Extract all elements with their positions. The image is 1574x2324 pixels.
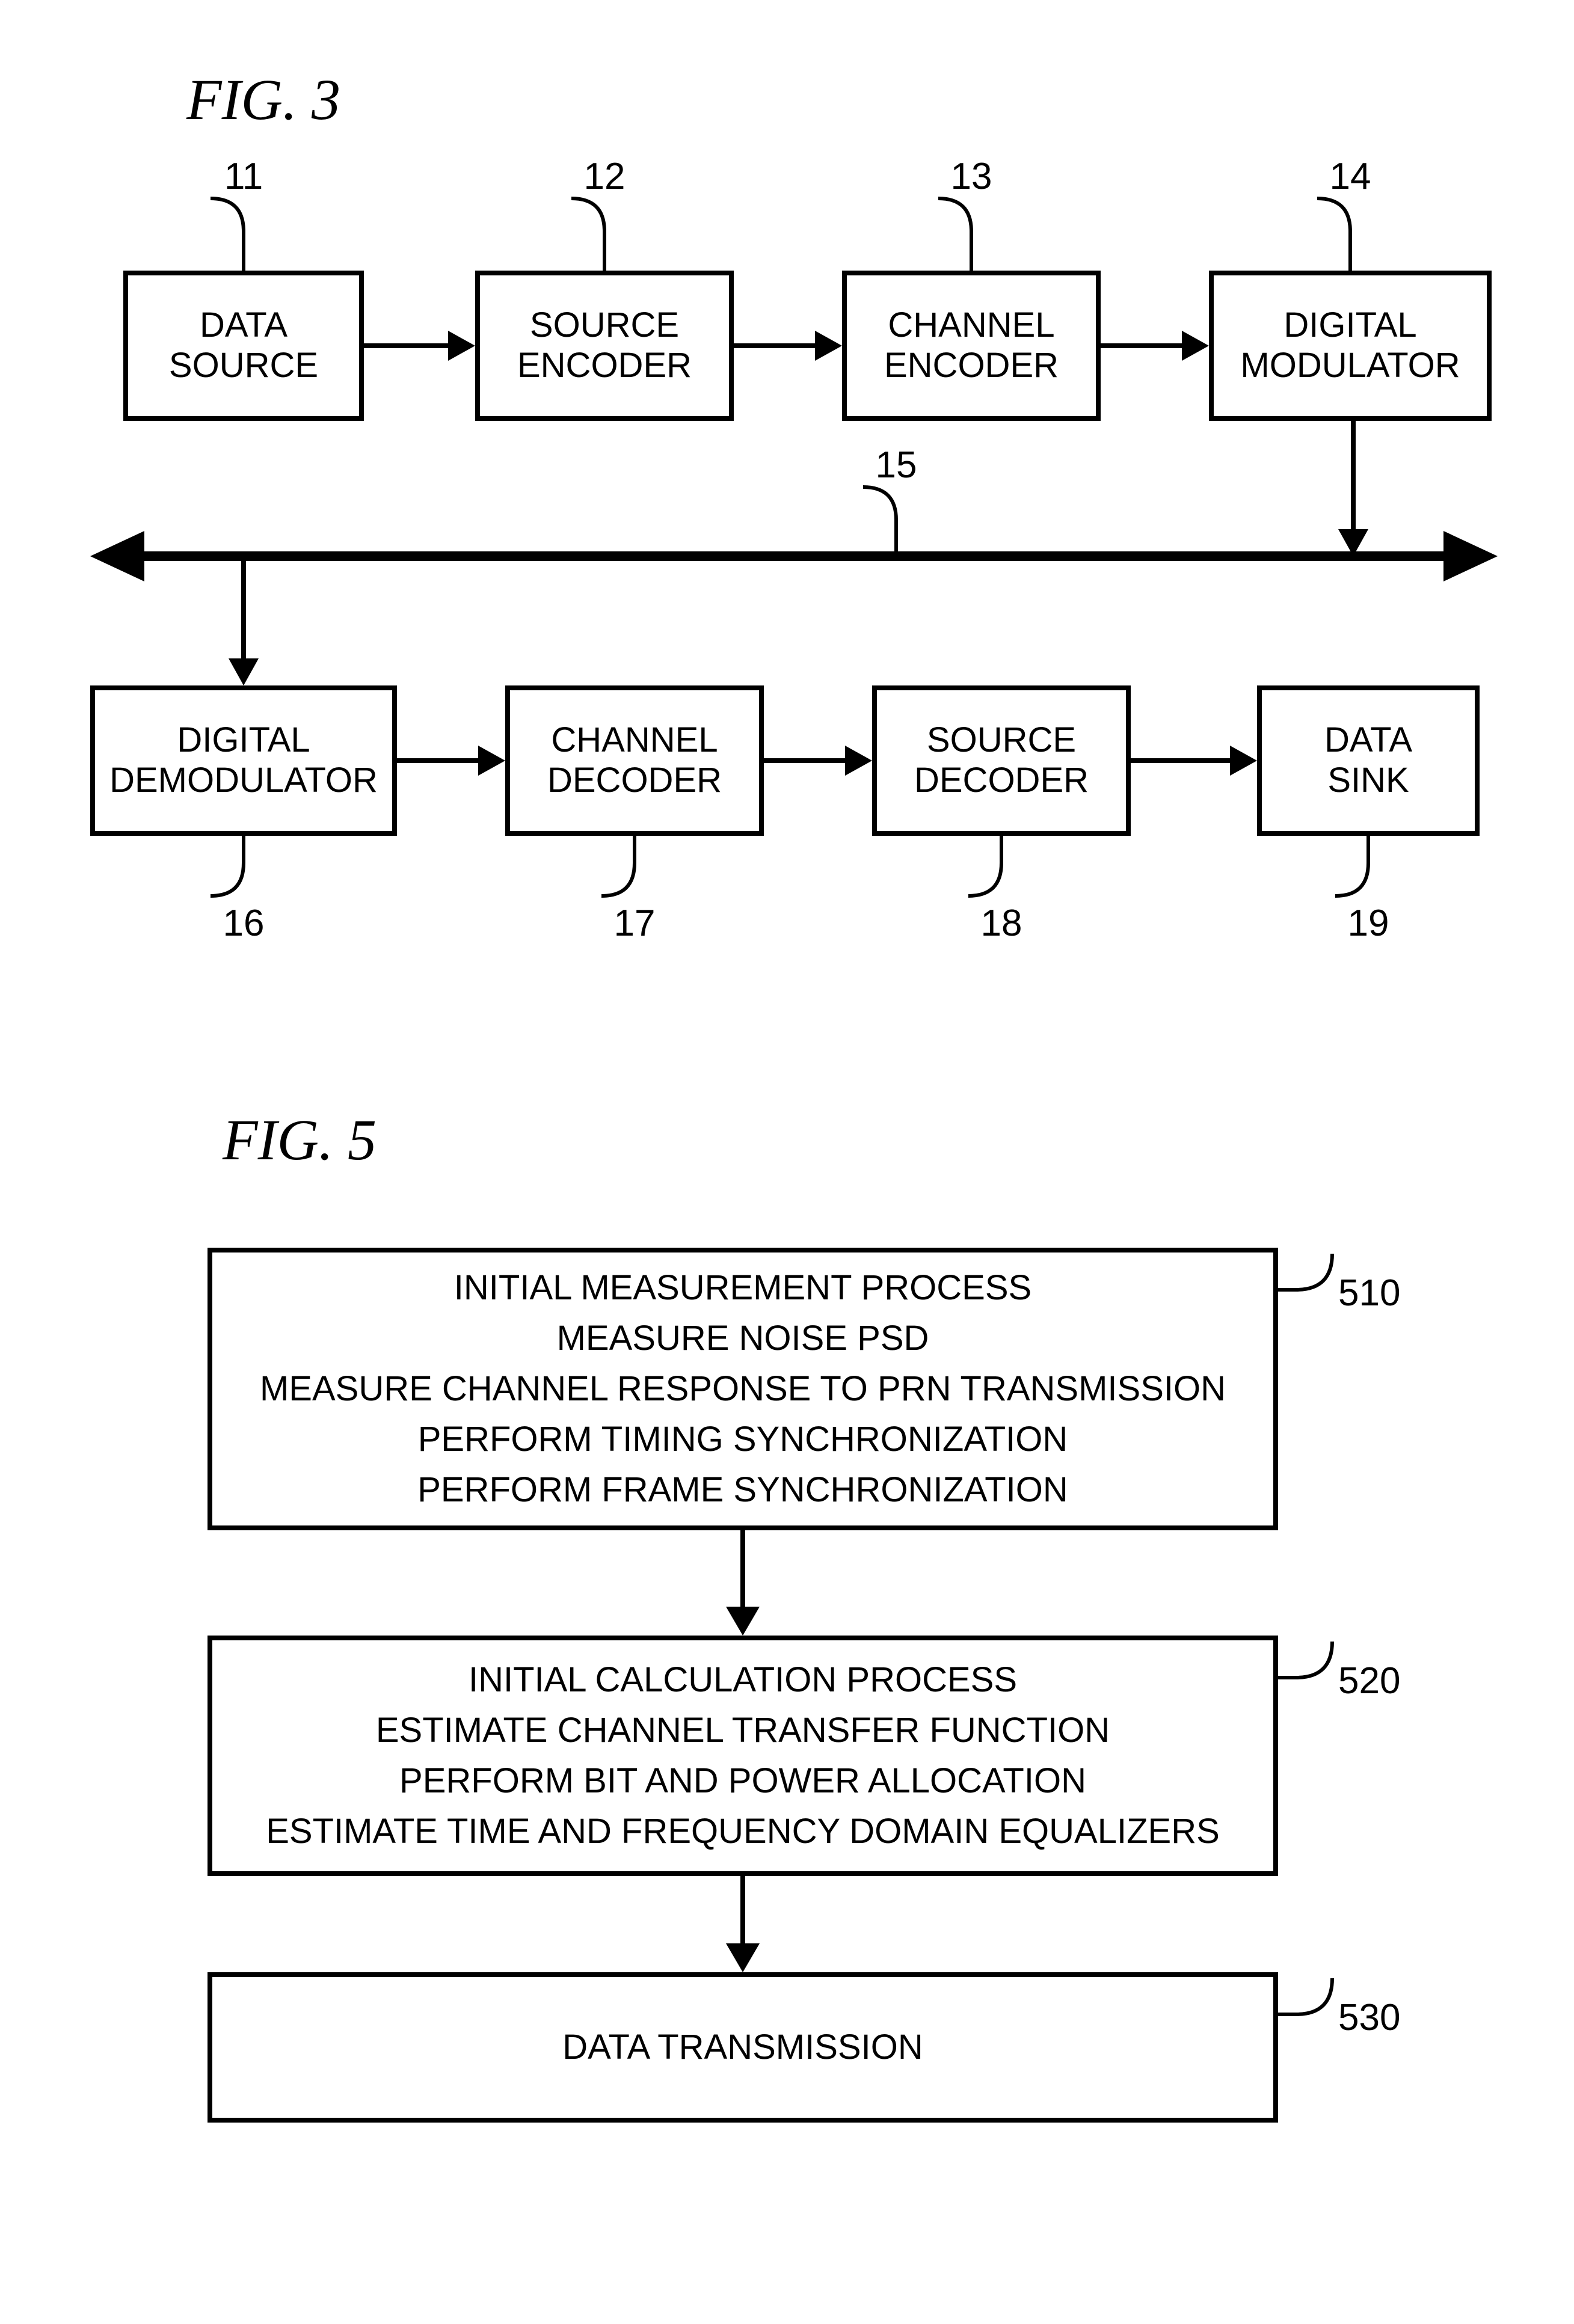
icp-line3: PERFORM BIT AND POWER ALLOCATION	[399, 1756, 1086, 1806]
num-18: 18	[965, 902, 1038, 945]
num-11: 11	[208, 155, 280, 198]
num-14: 14	[1314, 155, 1386, 198]
num-12: 12	[568, 155, 641, 198]
box-data-transmission: DATA TRANSMISSION	[208, 1972, 1278, 2123]
box-source-encoder: SOURCE ENCODER	[475, 271, 734, 421]
box-channel-decoder-line2: DECODER	[547, 761, 722, 801]
box-initial-calculation: INITIAL CALCULATION PROCESS ESTIMATE CHA…	[208, 1636, 1278, 1876]
num-16: 16	[208, 902, 280, 945]
box-source-encoder-line2: ENCODER	[517, 346, 692, 386]
icp-line4: ESTIMATE TIME AND FREQUENCY DOMAIN EQUAL…	[266, 1806, 1220, 1857]
num-19: 19	[1332, 902, 1404, 945]
box-data-sink: DATA SINK	[1257, 685, 1480, 836]
fig5-title: FIG. 5	[223, 1106, 377, 1173]
icp-line2: ESTIMATE CHANNEL TRANSFER FUNCTION	[376, 1705, 1110, 1756]
imp-line1: INITIAL MEASUREMENT PROCESS	[454, 1263, 1031, 1313]
box-channel-encoder: CHANNEL ENCODER	[842, 271, 1101, 421]
fig3-title: FIG. 3	[186, 66, 340, 133]
box-digital-modulator: DIGITAL MODULATOR	[1209, 271, 1492, 421]
box-channel-decoder: CHANNEL DECODER	[505, 685, 764, 836]
box-digital-modulator-line2: MODULATOR	[1240, 346, 1460, 386]
box-initial-measurement: INITIAL MEASUREMENT PROCESS MEASURE NOIS…	[208, 1248, 1278, 1530]
box-digital-demod-line1: DIGITAL	[177, 720, 310, 761]
box-channel-encoder-line1: CHANNEL	[888, 305, 1054, 346]
box-source-encoder-line1: SOURCE	[530, 305, 679, 346]
box-channel-decoder-line1: CHANNEL	[551, 720, 718, 761]
box-data-source-line1: DATA	[200, 305, 287, 346]
box-data-source-line2: SOURCE	[169, 346, 318, 386]
box-digital-demod-line2: DEMODULATOR	[109, 761, 378, 801]
num-15: 15	[860, 444, 932, 486]
num-530: 530	[1338, 1996, 1400, 2039]
dt-line1: DATA TRANSMISSION	[562, 2022, 923, 2073]
num-17: 17	[598, 902, 671, 945]
imp-line4: PERFORM TIMING SYNCHRONIZATION	[418, 1414, 1068, 1465]
box-digital-modulator-line1: DIGITAL	[1283, 305, 1416, 346]
num-13: 13	[935, 155, 1007, 198]
box-data-sink-line2: SINK	[1327, 761, 1409, 801]
imp-line3: MEASURE CHANNEL RESPONSE TO PRN TRANSMIS…	[260, 1364, 1226, 1414]
box-digital-demod: DIGITAL DEMODULATOR	[90, 685, 397, 836]
icp-line1: INITIAL CALCULATION PROCESS	[469, 1655, 1017, 1705]
box-source-decoder-line1: SOURCE	[927, 720, 1076, 761]
num-510: 510	[1338, 1272, 1400, 1314]
box-data-sink-line1: DATA	[1324, 720, 1412, 761]
imp-line5: PERFORM FRAME SYNCHRONIZATION	[417, 1465, 1068, 1515]
num-520: 520	[1338, 1660, 1400, 1702]
box-source-decoder-line2: DECODER	[914, 761, 1089, 801]
box-data-source: DATA SOURCE	[123, 271, 364, 421]
box-source-decoder: SOURCE DECODER	[872, 685, 1131, 836]
imp-line2: MEASURE NOISE PSD	[557, 1313, 929, 1364]
box-channel-encoder-line2: ENCODER	[884, 346, 1059, 386]
